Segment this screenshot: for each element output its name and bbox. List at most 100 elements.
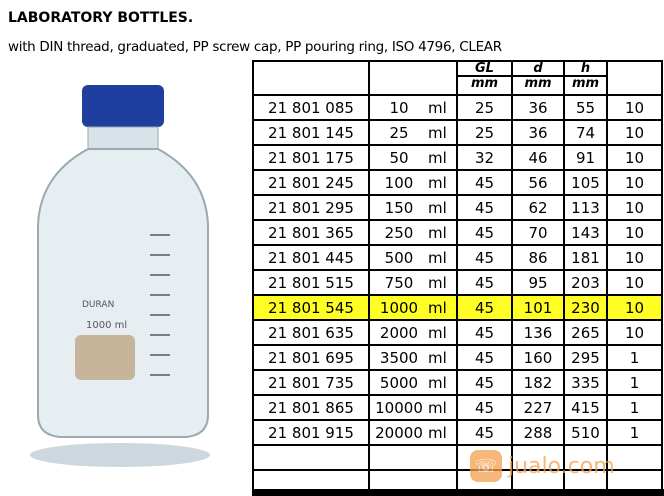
catalog-number: 21 801 365 [252,219,370,246]
h-value: 143 [563,219,608,246]
catalog-number: 21 801 635 [252,319,370,346]
gl-value: 45 [456,194,513,221]
bottle-brand-text: DURAN [82,300,114,310]
gl-value: 45 [456,269,513,296]
gl-value: 45 [456,219,513,246]
h-value: 295 [563,344,608,371]
gl-value: 45 [456,419,513,446]
subtitle: with DIN thread, graduated, PP screw cap… [8,39,502,55]
table-row: 21 801 865 10000 ml 45 227 415 1 [252,394,663,421]
volume: 750 ml [368,269,458,296]
volume: 1000 ml [368,294,458,321]
gl-value: 45 [456,344,513,371]
d-value: 136 [511,319,565,346]
table-row: 21 801 635 2000 ml 45 136 265 10 [252,319,663,346]
volume: 500 ml [368,244,458,271]
gl-value: 45 [456,369,513,396]
gl-value: 45 [456,319,513,346]
pack-qty: 10 [606,194,663,221]
table-row: 21 801 695 3500 ml 45 160 295 1 [252,344,663,371]
d-value: 36 [511,94,565,121]
d-value: 101 [511,294,565,321]
volume: 5000 ml [368,369,458,396]
d-value: 86 [511,244,565,271]
table-row: 21 801 145 25 ml 25 36 74 10 [252,119,663,146]
d-value: 46 [511,144,565,171]
bottle-cap [82,85,164,127]
table-row: 21 801 445 500 ml 45 86 181 10 [252,244,663,271]
pack-qty: 10 [606,269,663,296]
d-value: 227 [511,394,565,421]
pack-qty: 1 [606,394,663,421]
volume: 50 ml [368,144,458,171]
gl-value: 45 [456,169,513,196]
d-value: 56 [511,169,565,196]
bottom-bar [252,489,664,496]
gl-value: 45 [456,394,513,421]
pack-qty: 10 [606,219,663,246]
catalog-number: 21 801 145 [252,119,370,146]
catalog-number: 21 801 865 [252,394,370,421]
volume: 100 ml [368,169,458,196]
catalog-number: 21 801 085 [252,94,370,121]
volume: 25 ml [368,119,458,146]
volume: 3500 ml [368,344,458,371]
catalog-number: 21 801 515 [252,269,370,296]
h-value: 203 [563,269,608,296]
volume: 10000 ml [368,394,458,421]
h-value: 415 [563,394,608,421]
d-value: 62 [511,194,565,221]
d-value: 182 [511,369,565,396]
table-row: 21 801 085 10 ml 25 36 55 10 [252,94,663,121]
catalog-number: 21 801 175 [252,144,370,171]
volume: 250 ml [368,219,458,246]
h-value: 113 [563,194,608,221]
pack-qty: 1 [606,369,663,396]
catalog-number: 21 801 245 [252,169,370,196]
bottle-image: DURAN 1000 ml [30,85,210,467]
table-row: 21 801 175 50 ml 32 46 91 10 [252,144,663,171]
volume: 150 ml [368,194,458,221]
h-value: 510 [563,419,608,446]
gl-value: 25 [456,94,513,121]
header-d: d mm [511,60,565,96]
h-value: 265 [563,319,608,346]
table-header-row: GL mm d mm h mm [252,60,663,96]
pack-qty: 10 [606,294,663,321]
gl-value: 45 [456,244,513,271]
h-value: 55 [563,94,608,121]
table-row: 21 801 245 100 ml 45 56 105 10 [252,169,663,196]
bottle-label-field [75,335,135,380]
volume: 20000 ml [368,419,458,446]
d-value: 70 [511,219,565,246]
bottle-volume-text: 1000 ml [86,320,127,331]
table-row: 21 801 515 750 ml 45 95 203 10 [252,269,663,296]
jualo-logo-icon: ☏ [470,450,502,482]
volume: 2000 ml [368,319,458,346]
h-value: 230 [563,294,608,321]
d-value: 160 [511,344,565,371]
catalog-number: 21 801 915 [252,419,370,446]
catalog-number: 21 801 735 [252,369,370,396]
table-row: 21 801 915 20000 ml 45 288 510 1 [252,419,663,446]
table-row: 21 801 365 250 ml 45 70 143 10 [252,219,663,246]
pack-qty: 1 [606,419,663,446]
pack-qty: 10 [606,319,663,346]
table-row: 21 801 545 1000 ml 45 101 230 10 [252,294,663,321]
catalog-number: 21 801 695 [252,344,370,371]
page-title: LABORATORY BOTTLES. [8,10,194,26]
pack-qty: 10 [606,94,663,121]
pack-qty: 10 [606,244,663,271]
h-value: 105 [563,169,608,196]
pack-qty: 10 [606,169,663,196]
catalog-number: 21 801 545 [252,294,370,321]
table-row: 21 801 295 150 ml 45 62 113 10 [252,194,663,221]
h-value: 74 [563,119,608,146]
pack-qty: 1 [606,344,663,371]
catalog-number: 21 801 445 [252,244,370,271]
h-value: 91 [563,144,608,171]
pack-qty: 10 [606,119,663,146]
h-value: 181 [563,244,608,271]
d-value: 288 [511,419,565,446]
pack-qty: 10 [606,144,663,171]
